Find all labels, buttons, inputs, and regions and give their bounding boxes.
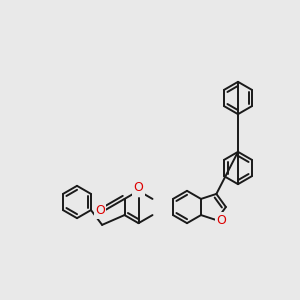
Text: O: O [134, 181, 143, 194]
Text: O: O [95, 204, 105, 217]
Text: O: O [216, 214, 226, 226]
